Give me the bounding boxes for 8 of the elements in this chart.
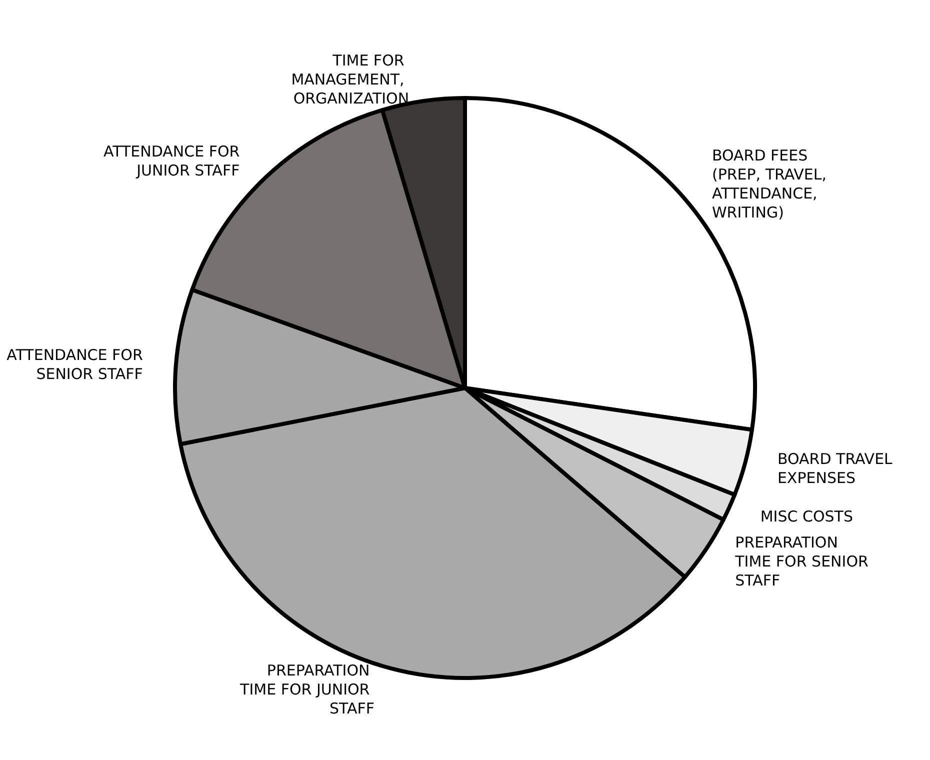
slice-label: PREPARATION TIME FOR JUNIOR STAFF: [239, 662, 375, 718]
slice-label: PREPARATION TIME FOR SENIOR STAFF: [734, 534, 874, 590]
slice-label: MISC COSTS: [760, 507, 853, 526]
slice-label: BOARD FEES (PREP, TRAVEL, ATTENDANCE, WRITING): [712, 146, 832, 222]
slice-label: TIME FOR MANAGEMENT, ORGANIZATION: [291, 51, 410, 108]
slice-label: ATTENDANCE FOR JUNIOR STAFF: [104, 142, 240, 180]
slice-label: ATTENDANCE FOR SENIOR STAFF: [6, 346, 143, 383]
slice-label: BOARD TRAVEL EXPENSES: [777, 450, 898, 487]
